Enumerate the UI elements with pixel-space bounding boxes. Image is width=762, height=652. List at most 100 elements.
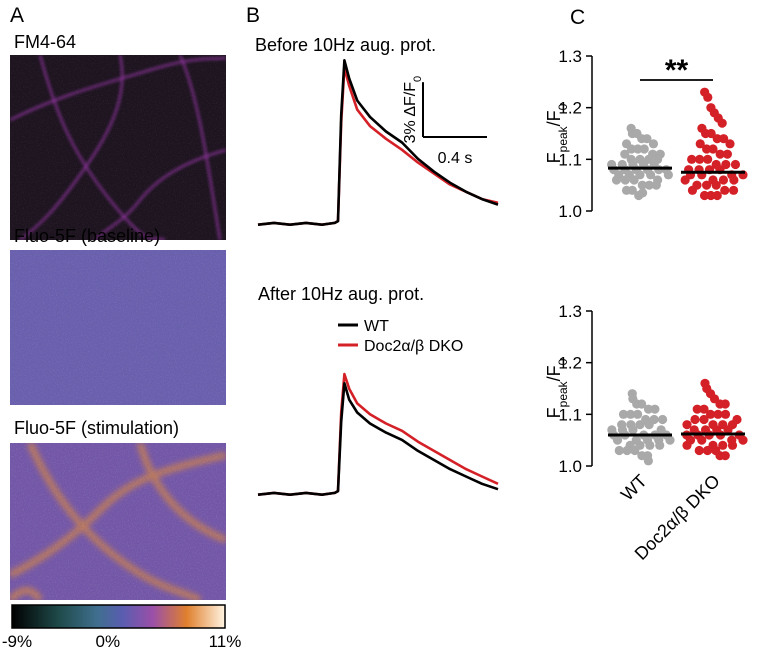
data-point: [699, 404, 709, 414]
data-point: [651, 180, 661, 190]
data-point: [639, 144, 649, 154]
data-point: [642, 134, 652, 144]
data-point: [720, 399, 730, 409]
y-tick-label: 1.1: [558, 405, 582, 424]
data-point: [618, 409, 629, 419]
data-point: [644, 420, 654, 430]
y-label-main: F: [544, 152, 564, 163]
data-point: [628, 425, 638, 435]
data-point: [665, 435, 675, 445]
data-point: [720, 451, 730, 461]
data-point: [629, 175, 639, 185]
y-tick-label: 1.0: [558, 457, 582, 476]
data-point: [626, 144, 637, 154]
data-point: [695, 139, 705, 149]
data-point: [701, 180, 712, 190]
panel-label: B: [246, 4, 260, 27]
colorbar-tick-label: 0%: [96, 632, 121, 651]
data-point: [687, 154, 697, 164]
colorbar-tick-label: 11%: [209, 632, 242, 651]
data-point: [702, 144, 712, 154]
data-point: [727, 440, 738, 450]
y-label-sub: 0: [556, 103, 570, 110]
data-point: [703, 154, 713, 164]
y-label-sub: peak: [556, 380, 570, 407]
data-point: [654, 165, 664, 175]
colorbar-scale: [11, 604, 226, 629]
y-label-mid: /F: [544, 110, 564, 126]
y-axis-label: Fpeak/F0: [544, 358, 570, 418]
data-point: [690, 414, 700, 425]
colorbar: -9% 0% 11%: [2, 604, 242, 651]
data-point: [706, 190, 716, 201]
y-tick-label: 1.3: [558, 47, 582, 66]
data-point: [708, 144, 718, 154]
data-point: [625, 409, 636, 419]
data-point: [692, 404, 702, 414]
y-axis-label: Fpeak/F0: [544, 103, 570, 163]
image-baseline: [10, 250, 226, 405]
data-point: [650, 404, 660, 414]
data-point: [633, 409, 643, 419]
data-point: [715, 149, 725, 159]
trace: [257, 59, 499, 226]
trace: [257, 66, 499, 226]
data-point: [622, 445, 632, 456]
data-point: [699, 190, 710, 201]
data-point: [717, 118, 727, 128]
image-title: Fluo-5F (stimulation): [14, 418, 179, 438]
image-title: Fluo-5F (baseline): [14, 226, 160, 246]
data-point: [655, 440, 665, 450]
scalebar-y-label: 3% ΔF/F0: [402, 76, 424, 144]
data-point: [630, 445, 640, 456]
data-point: [620, 175, 630, 185]
data-point: [644, 180, 654, 190]
data-point: [712, 134, 722, 144]
y-label-mid: /F: [544, 365, 564, 381]
data-point: [646, 170, 656, 180]
image-fm4-64: [10, 55, 226, 240]
data-point: [725, 139, 735, 149]
panel-label: C: [570, 6, 585, 29]
y-tick-label: 1.1: [558, 150, 582, 169]
data-point: [711, 180, 721, 190]
trace: [257, 372, 499, 496]
data-point: [712, 190, 722, 201]
legend-label: Doc2α/β DKO: [364, 338, 463, 355]
data-point: [703, 92, 713, 102]
data-point: [643, 456, 653, 466]
data-point: [722, 149, 732, 159]
data-point: [645, 440, 655, 450]
data-point: [657, 414, 668, 425]
data-point: [627, 185, 637, 195]
y-label-sub: peak: [556, 125, 570, 152]
data-point: [702, 445, 713, 456]
scalebar-y-label-sub: 0: [412, 76, 424, 82]
data-point: [694, 445, 704, 456]
data-point: [730, 159, 741, 170]
data-point: [718, 440, 728, 450]
panel-label: A: [10, 4, 24, 27]
data-point: [695, 154, 705, 164]
data-point: [699, 414, 709, 425]
y-label-sub: 0: [556, 358, 570, 365]
x-tick-label: WT: [617, 471, 651, 505]
trace: [257, 382, 499, 496]
data-point: [663, 170, 673, 180]
legend-label: WT: [364, 318, 389, 335]
data-point: [729, 175, 739, 185]
data-point: [723, 425, 733, 435]
data-point: [648, 139, 659, 149]
data-point: [612, 435, 623, 445]
image-stimulation: [10, 443, 226, 600]
data-point: [643, 404, 654, 414]
data-point: [713, 409, 723, 419]
scalebar-y-label-text: 3% ΔF/F: [402, 82, 419, 144]
data-point: [611, 175, 622, 185]
y-tick-label: 1.3: [558, 302, 582, 321]
data-point: [682, 420, 692, 430]
data-point: [637, 180, 647, 190]
data-point: [680, 175, 690, 185]
scalebar-x-label: 0.4 s: [438, 150, 473, 167]
